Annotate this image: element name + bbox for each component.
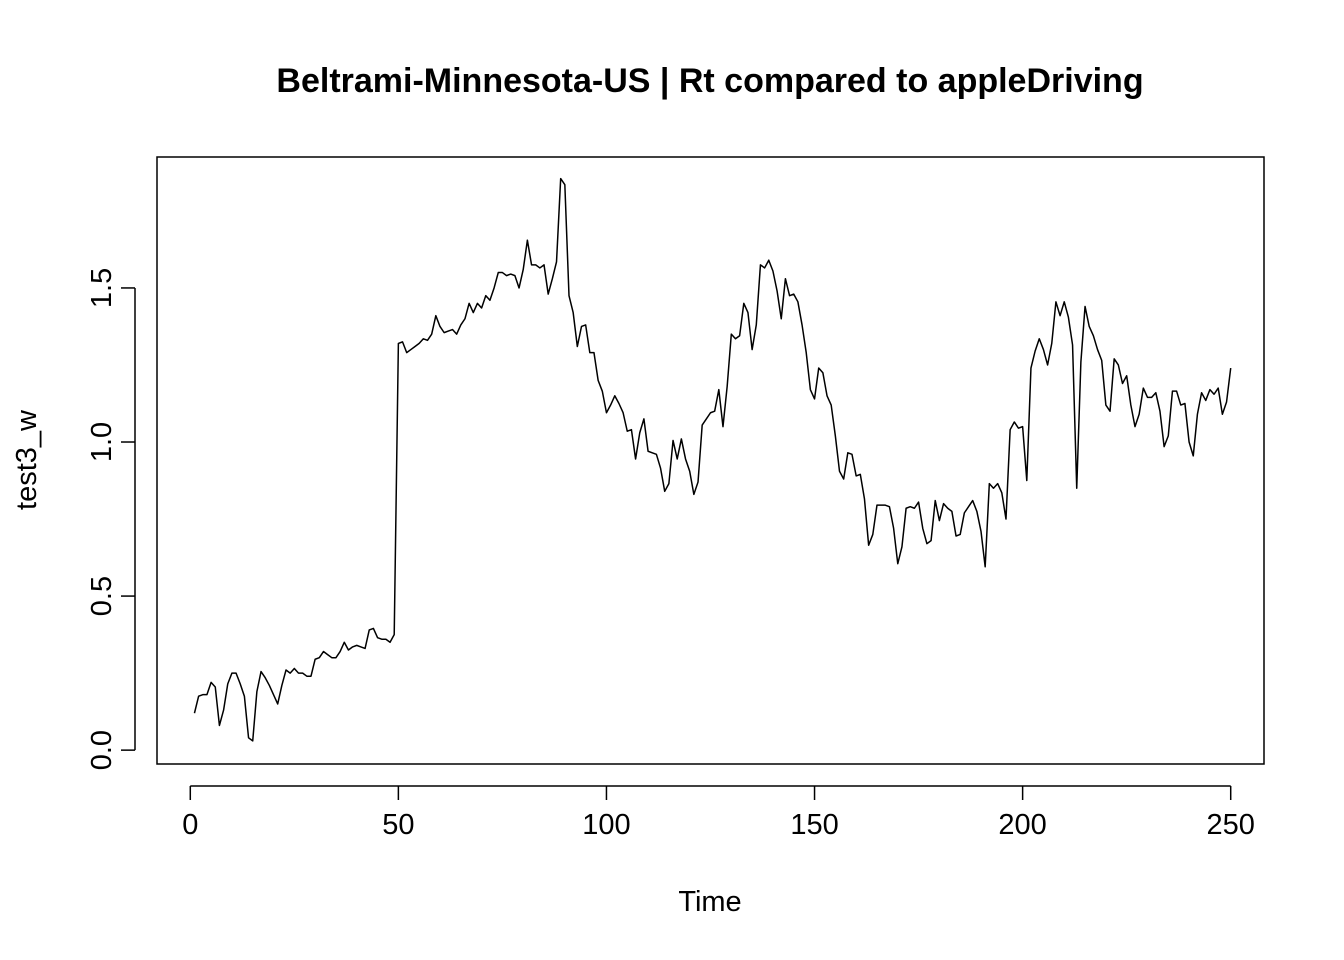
series-line bbox=[193, 177, 1232, 742]
x-tick-label: 0 bbox=[182, 809, 198, 841]
x-tick-label: 250 bbox=[1207, 809, 1255, 841]
x-tick-label: 100 bbox=[582, 809, 630, 841]
x-axis-label: Time bbox=[678, 886, 741, 918]
x-axis: 0 50 100 150 200 250 bbox=[182, 785, 1255, 841]
y-tick-label: 1.5 bbox=[86, 268, 118, 308]
y-axis-label: test3_w bbox=[11, 409, 43, 510]
chart-title: Beltrami-Minnesota-US | Rt compared to a… bbox=[276, 62, 1143, 100]
x-tick-label: 50 bbox=[382, 809, 414, 841]
y-tick-label: 0.0 bbox=[86, 730, 118, 770]
y-tick-label: 0.5 bbox=[86, 576, 118, 616]
y-axis: 0.0 0.5 1.0 1.5 bbox=[86, 268, 136, 770]
x-tick-label: 200 bbox=[998, 809, 1046, 841]
x-tick-label: 150 bbox=[790, 809, 838, 841]
y-tick-label: 1.0 bbox=[86, 422, 118, 462]
plot-frame bbox=[156, 156, 1265, 765]
